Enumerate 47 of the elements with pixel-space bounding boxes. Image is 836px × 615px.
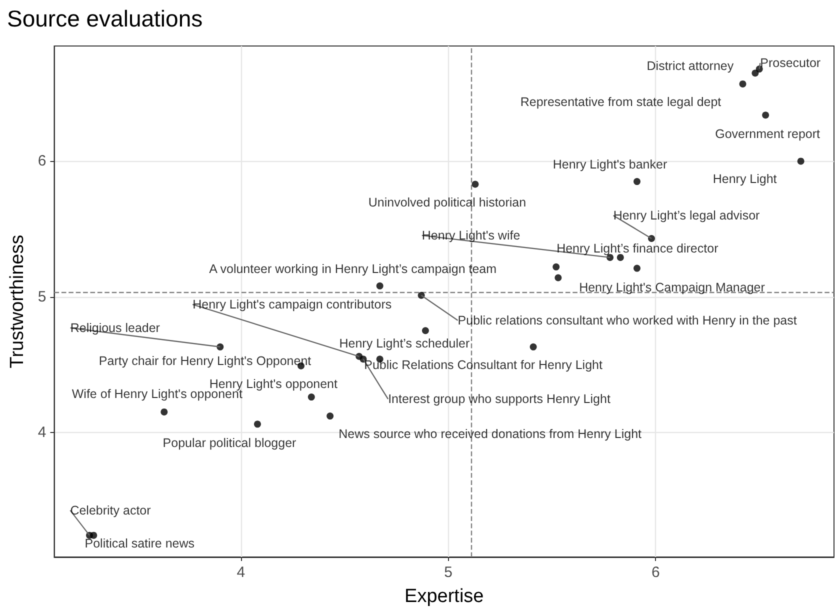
point <box>472 180 479 188</box>
annotation: Popular political blogger <box>162 436 296 450</box>
point <box>633 178 640 186</box>
annotation: News source who received donations from Henry Light <box>338 427 642 442</box>
annotation: Henry Light’s scheduler <box>339 336 470 351</box>
point <box>90 532 98 539</box>
point <box>308 394 315 401</box>
point <box>752 70 759 77</box>
point <box>739 80 746 88</box>
x-tick-label: 6 <box>651 564 660 581</box>
annotation: Public relations consultant who worked with Henry in the past <box>458 313 798 328</box>
annotation: Uninvolved political historian <box>368 195 526 210</box>
annotation: Interest group who supports Henry Light <box>388 392 611 406</box>
point <box>422 327 429 334</box>
annotation: Political satire news <box>84 536 195 550</box>
annotation: Henry Light's Campaign Manager <box>579 280 765 294</box>
point <box>530 343 537 350</box>
annotation: Henry Light's banker <box>552 158 668 172</box>
point <box>326 412 334 420</box>
y-tick-label: 6 <box>38 152 46 170</box>
point <box>254 420 261 428</box>
point <box>797 158 804 165</box>
annotation: Henry Light’s legal advisor <box>613 208 760 222</box>
annotation: Prosecutor <box>760 56 821 70</box>
point <box>376 282 384 290</box>
y-tick-label: 4 <box>38 424 46 441</box>
x-tick-label: 4 <box>236 564 246 581</box>
y-tick-label: 5 <box>38 288 46 306</box>
point <box>160 408 168 416</box>
point <box>633 264 640 272</box>
annotation: Religious leader <box>70 320 160 335</box>
annotation: Henry Light's campaign contributors <box>192 297 392 312</box>
annotation: Henry Light’s finance director <box>556 241 718 256</box>
point <box>762 112 770 119</box>
chart-title: Source evaluations <box>7 6 203 32</box>
y-axis-title: Trustworthiness <box>7 234 28 368</box>
annotation: Representative from state legal dept <box>520 94 722 109</box>
x-tick-label: 5 <box>444 564 452 581</box>
annotation: Henry Light <box>712 172 778 186</box>
annotation: Henry Light's opponent <box>209 377 338 392</box>
annotation: District attorney <box>646 59 734 74</box>
point <box>552 263 560 270</box>
annotation: Government report <box>715 127 821 142</box>
annotation: Celebrity actor <box>70 503 151 518</box>
x-axis-title: Expertise <box>404 586 484 607</box>
point <box>554 274 562 282</box>
annotation: A volunteer working in Henry Light’s campaign team <box>209 262 497 276</box>
